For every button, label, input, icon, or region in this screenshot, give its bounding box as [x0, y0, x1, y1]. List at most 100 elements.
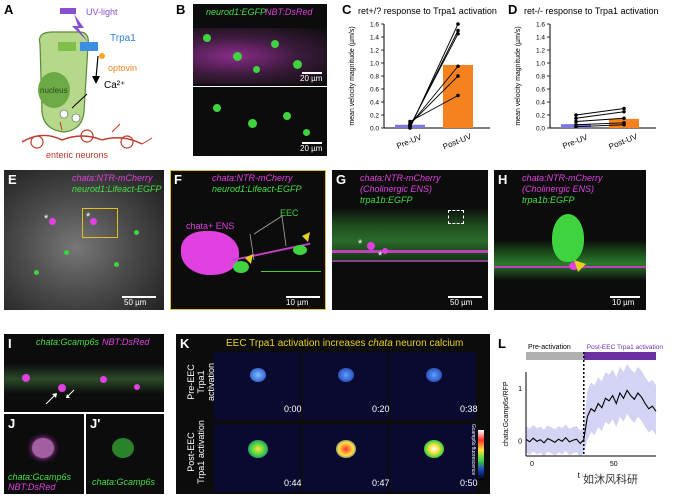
panel-letter-b: B: [176, 2, 186, 17]
panel-i-magenta-label: NBT:DsRed: [102, 337, 150, 347]
panel-b-scale-top: 20 µm: [300, 74, 323, 83]
panel-f-scale: 10 µm: [286, 298, 309, 307]
panel-b-magenta-label: NBT:DsRed: [265, 7, 313, 17]
chart-d-point: [622, 109, 626, 114]
panel-i-image: [4, 334, 164, 412]
panel-j-image: [4, 414, 84, 494]
panel-h-line1: chata:NTR-mCherry: [522, 173, 603, 183]
panel-b-scalebar-top: [302, 72, 322, 74]
chart-d-point: [574, 113, 578, 117]
panel-k-time-0: 0:00: [284, 404, 302, 414]
chart-c-ytick-label: 1.2: [370, 48, 379, 55]
panel-b-green-label: neurod1:EGFP: [206, 7, 267, 17]
chart-c-category: Post-UV: [442, 132, 474, 152]
chart-d-pair-line: [575, 124, 625, 128]
panel-k-row1-label: Pre-EEC Trpa1 activation: [186, 362, 216, 402]
panel-letter-f: F: [174, 172, 182, 187]
panel-g-asterisk-1: *: [358, 238, 363, 250]
panel-k-time-4: 0:47: [372, 478, 390, 488]
chart-d-ytick-label: 0.8: [536, 74, 545, 81]
chart-d-ytick-label: 1.2: [536, 48, 545, 55]
panel-g-asterisk-2: *: [378, 250, 383, 262]
chart-c-ytick-label: 1.4: [370, 35, 379, 42]
chart-d-pair-line: [575, 108, 625, 116]
panel-f-image: [170, 170, 326, 310]
chart-c-point: [456, 31, 460, 36]
panel-letter-i: I: [8, 336, 12, 351]
chart-l-pre-label: Pre-activation: [528, 344, 571, 351]
panel-b-scale-bottom: 20 µm: [300, 144, 323, 153]
chart-c-point: [408, 122, 412, 126]
chart-c: ret+/? response to Trpa1 activation 0.0 0.…: [349, 6, 497, 152]
enteric-neurons-label: enteric neurons: [46, 150, 109, 160]
chart-c-ylabel: mean velocity magnitude (µm/s): [349, 26, 356, 125]
trpa1-label: Trpa1: [110, 33, 136, 44]
calcium-label: Ca²⁺: [104, 80, 126, 91]
panel-k-row2-label: Post-EEC Trpa1 activation: [186, 420, 206, 484]
chart-c-ytick-label: 0.0: [370, 126, 379, 133]
chart-d-category: Pre-UV: [561, 132, 589, 150]
panel-g-line3: trpa1b:EGFP: [360, 195, 413, 205]
panel-letter-h: H: [498, 172, 508, 187]
panel-k-time-3: 0:44: [284, 478, 302, 488]
panel-f-line1: chata:NTR-mCherry: [212, 173, 293, 183]
panel-letter-e: E: [8, 172, 17, 187]
panel-f-pointer-lines: [245, 215, 310, 264]
chart-l-post-bar: [583, 352, 656, 360]
panel-e-scale: 50 µm: [124, 298, 147, 307]
panel-h-scale: 10 µm: [612, 298, 635, 307]
chart-d-point: [574, 124, 578, 129]
chart-d-point: [574, 119, 578, 124]
chart-d-title: ret-/- response to Trpa1 activation: [524, 6, 659, 16]
chart-l-ytick-label: 1: [518, 386, 522, 393]
uv-light-label: UV-light: [86, 7, 118, 17]
chart-l-error-band: [526, 364, 656, 457]
panel-letter-l: L: [498, 336, 506, 351]
panel-e-image: [4, 170, 164, 310]
panel-letter-jp: J': [90, 416, 101, 431]
panel-h-line2: (Cholinergic ENS): [522, 184, 595, 194]
chart-c-point: [456, 22, 460, 26]
panel-k-time-2: 0:38: [460, 404, 478, 414]
panel-i-green-label: chata:Gcamp6s: [36, 337, 100, 347]
panel-g-scale: 50 µm: [450, 298, 473, 307]
panel-h-scalebar: [610, 296, 640, 298]
optovin-label: optovin: [108, 63, 138, 73]
panel-e-scalebar: [122, 296, 156, 298]
panel-g-image: [332, 170, 488, 310]
chart-d-pair-line: [575, 111, 625, 119]
panel-e-line1: chata:NTR-mCherry: [72, 173, 153, 183]
panel-i-arrows: [45, 389, 75, 405]
panel-f-eec-label: EEC: [280, 208, 299, 218]
chart-d-category: Post-UV: [608, 132, 640, 152]
chart-d-ytick-label: 0.4: [536, 100, 545, 107]
panel-jp-green-label: chata:Gcamp6s: [92, 477, 156, 487]
panel-k-time-1: 0:20: [372, 404, 390, 414]
chart-c-title: ret+/? response to Trpa1 activation: [358, 6, 497, 16]
chart-d-point: [622, 116, 626, 121]
chart-c-pair-line: [409, 75, 459, 125]
chart-d: ret-/- response to Trpa1 activation 0.0 0.…: [515, 6, 659, 152]
chart-l-ylabel: chata:Gcamp6s/RFP: [503, 381, 510, 446]
watermark: 如沐风科研: [580, 470, 641, 488]
chart-c-ytick-label: 1.0: [370, 61, 379, 68]
panel-g-line2: (Cholinergic ENS): [360, 184, 433, 194]
panel-k-colorbar-label: Gcamp6s fluorescence: [470, 424, 476, 476]
panel-e-line2: neurod1:Lifeact-EGFP: [72, 184, 162, 194]
panel-jp-image: [86, 414, 164, 494]
chart-c-ytick-label: 0.6: [370, 87, 379, 94]
panel-k-time-5: 0:50: [460, 478, 478, 488]
panel-a-schematic: [21, 8, 153, 149]
chart-c-point: [456, 93, 460, 98]
chart-d-ytick-label: 1.4: [536, 35, 545, 42]
chart-c-point: [456, 74, 460, 78]
panel-g-line1: chata:NTR-mCherry: [360, 173, 441, 183]
chart-c-pair-line: [409, 33, 459, 127]
panel-k-title: EEC Trpa1 activation increases chata neu…: [226, 338, 464, 349]
chart-d-ylabel: mean velocity magnitude (µm/s): [515, 26, 522, 125]
panel-g-scalebar: [448, 296, 482, 298]
panel-f-scalebar: [286, 296, 320, 298]
chart-d-ytick-label: 1.6: [536, 22, 545, 29]
panel-b-genotype-top: ret +/?: [176, 34, 186, 60]
chart-c-point: [408, 119, 412, 124]
